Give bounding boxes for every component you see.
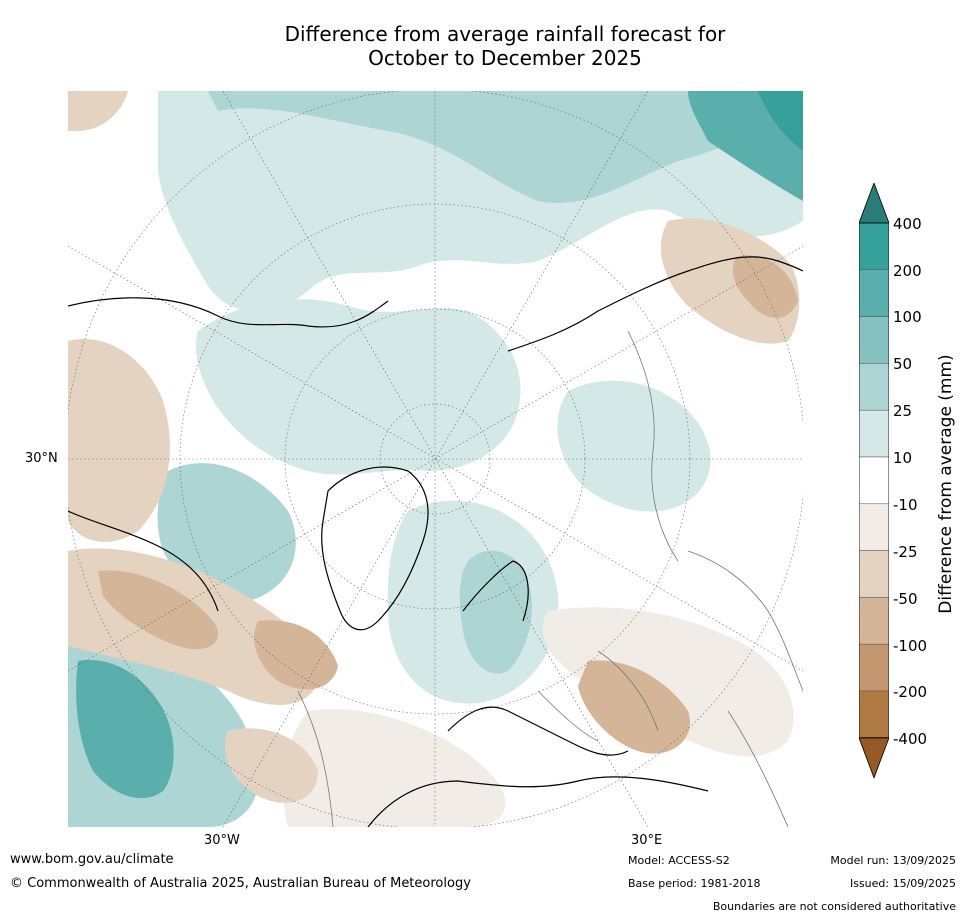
dry-region-africa-north: [283, 709, 506, 827]
colorbar-band-b10: [859, 456, 889, 505]
wet-anomaly-regions: [68, 91, 803, 827]
colorbar-band-b100: [859, 316, 889, 364]
boundaries-disclaimer: Boundaries are not considered authoritat…: [712, 900, 956, 913]
colorbar-frame: [859, 222, 889, 739]
website-link[interactable]: www.bom.gov.au/climate: [10, 852, 174, 867]
copyright-text: © Commonwealth of Australia 2025, Austra…: [10, 876, 471, 891]
colorbar-band-bm25: [859, 550, 889, 598]
title-line-2: October to December 2025: [368, 46, 642, 70]
colorbar-title: Difference from average (mm): [936, 354, 956, 614]
model-run-date: Model run: 13/09/2025: [830, 854, 956, 867]
colorbar-extend-low: [859, 737, 889, 779]
europe-coast: [447, 560, 629, 756]
dry-region-pacific-strong: [98, 570, 219, 650]
wet-region-greenland-north: [196, 299, 521, 475]
dry-region-mideast: [578, 660, 690, 754]
colorbar-tick-25: 25: [893, 402, 913, 420]
lat-label-30n: 30°N: [25, 451, 58, 466]
colorbar-tick-neg400: -400: [893, 730, 928, 748]
country-borders: [297, 330, 803, 827]
title-line-1: Difference from average rainfall forecas…: [284, 22, 726, 46]
colorbar-tick-neg10: -10: [893, 496, 918, 514]
colorbar-tick-10: 10: [893, 449, 913, 467]
colorbar-band-bm200: [859, 690, 889, 739]
model-name: Model: ACCESS-S2: [628, 854, 730, 867]
colorbar-band-bm50: [859, 597, 889, 645]
colorbar-tick-200: 200: [893, 262, 922, 280]
dry-region-nw-corner: [68, 91, 128, 131]
colorbar-band-b200: [859, 269, 889, 317]
wet-region-pacific-sw-strong: [76, 660, 174, 799]
dry-region-n-america: [254, 620, 338, 690]
wet-region-canada: [157, 463, 296, 602]
colorbar-band-bm10: [859, 503, 889, 551]
greenland-coast: [321, 466, 429, 631]
colorbar-tick-neg200: -200: [893, 683, 928, 701]
map-canvas: [68, 91, 803, 827]
rainfall-anomaly-map: [68, 91, 803, 827]
base-period: Base period: 1981-2018: [628, 877, 761, 890]
wet-region-scandinavia: [459, 550, 532, 674]
wet-region-north-inner: [208, 91, 803, 203]
graticule: [68, 91, 803, 827]
colorbar-tick-neg50: -50: [893, 590, 918, 608]
wet-region-siberia: [557, 380, 711, 512]
dry-region-europe: [542, 607, 794, 757]
colorbar-bands: [859, 183, 889, 779]
colorbar-band-b50: [859, 363, 889, 411]
wet-region-ne-strong: [758, 91, 803, 151]
chart-title: Difference from average rainfall forecas…: [0, 22, 965, 70]
colorbar-tick-neg25: -25: [893, 543, 918, 561]
colorbar-tick-50: 50: [893, 355, 913, 373]
colorbar-band-b400: [859, 222, 889, 271]
dry-region-atlantic-south: [224, 728, 318, 803]
asia-coast: [507, 256, 803, 352]
africa-coast: [367, 776, 709, 827]
colorbar-tick-neg100: -100: [893, 637, 928, 655]
dry-region-ne-strong: [732, 255, 798, 318]
lon-label-30w: 30°W: [204, 833, 240, 848]
colorbar-extend-high: [859, 183, 889, 224]
colorbar-band-b25: [859, 409, 889, 458]
coastlines: [68, 256, 803, 827]
colorbar-band-bm100: [859, 643, 889, 692]
north-america-coast: [68, 297, 389, 612]
colorbar: [859, 183, 889, 779]
issued-date: Issued: 15/09/2025: [849, 877, 956, 890]
colorbar-tick-400: 400: [893, 215, 922, 233]
dry-region-west: [68, 339, 170, 542]
colorbar-tick-100: 100: [893, 308, 922, 326]
dry-anomaly-regions: [68, 91, 800, 827]
lon-label-30e: 30°E: [631, 833, 663, 848]
